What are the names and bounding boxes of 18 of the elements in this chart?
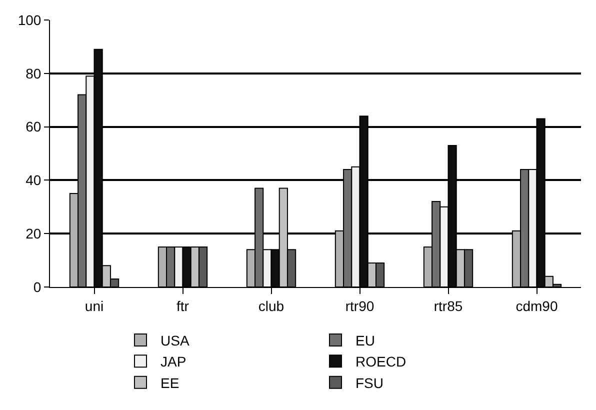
x-tick-label: ftr <box>176 298 190 314</box>
legend-label: JAP <box>160 354 186 370</box>
legend-label: EE <box>160 374 180 391</box>
legend-label: ROECD <box>356 354 406 370</box>
y-tick-label: 100 <box>18 12 42 28</box>
legend-label: USA <box>160 332 190 348</box>
y-tick-label: 20 <box>26 226 42 242</box>
y-tick-label: 60 <box>26 118 42 135</box>
x-tick-label: uni <box>84 298 104 314</box>
x-tick-label: cdm90 <box>516 298 558 314</box>
x-tick-label: club <box>258 298 284 314</box>
y-tick-label: 80 <box>26 65 42 82</box>
legend-label: FSU <box>356 374 384 391</box>
y-tick-label: 0 <box>33 278 42 295</box>
x-tick-label: rtr90 <box>345 298 374 314</box>
y-tick-label: 40 <box>26 172 42 188</box>
x-tick-label: rtr85 <box>434 298 463 314</box>
legend-label: EU <box>356 332 375 348</box>
